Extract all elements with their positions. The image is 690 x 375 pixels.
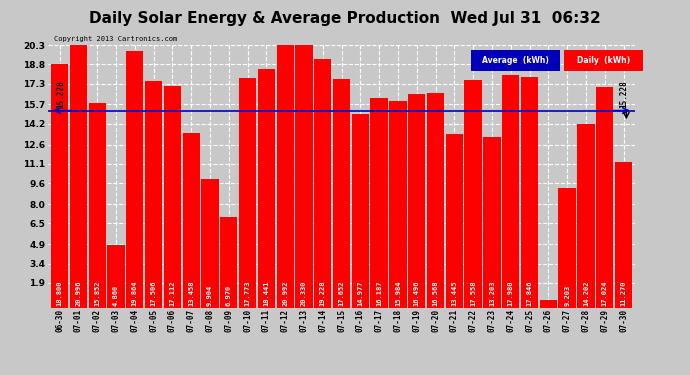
Text: 17.112: 17.112	[169, 280, 175, 306]
Text: 17.558: 17.558	[470, 280, 476, 306]
Text: 13.458: 13.458	[188, 280, 194, 306]
Text: Daily  (kWh): Daily (kWh)	[577, 56, 630, 65]
Text: 15.228: 15.228	[56, 80, 65, 108]
Bar	[201, 179, 219, 308]
Text: 19.228: 19.228	[319, 280, 326, 306]
Bar	[578, 124, 595, 308]
Text: 13.445: 13.445	[451, 280, 457, 306]
Text: 15.228: 15.228	[619, 80, 628, 108]
Bar	[371, 98, 388, 308]
Bar	[615, 162, 632, 308]
Bar	[314, 59, 331, 308]
Text: 14.202: 14.202	[583, 280, 589, 306]
Bar	[145, 81, 162, 308]
Bar	[88, 102, 106, 308]
Text: 17.980: 17.980	[508, 280, 514, 306]
Bar	[220, 217, 237, 308]
Text: 13.203: 13.203	[489, 280, 495, 306]
Bar	[389, 101, 406, 308]
Bar	[352, 114, 369, 308]
Bar	[558, 189, 575, 308]
Text: 18.800: 18.800	[57, 280, 63, 306]
Text: 20.330: 20.330	[301, 280, 307, 306]
Bar	[70, 36, 87, 308]
Text: 4.860: 4.860	[113, 284, 119, 306]
Bar	[333, 79, 351, 308]
Text: 20.992: 20.992	[282, 280, 288, 306]
Bar	[427, 93, 444, 308]
Bar	[540, 300, 557, 307]
Bar	[502, 75, 520, 307]
Bar	[464, 81, 482, 308]
Text: 9.203: 9.203	[564, 284, 570, 306]
Text: 20.996: 20.996	[75, 280, 81, 306]
Bar	[446, 134, 463, 308]
Bar	[183, 134, 200, 308]
Text: 15.984: 15.984	[395, 280, 401, 306]
Text: 16.496: 16.496	[414, 280, 420, 306]
Bar	[108, 244, 125, 308]
Text: 17.773: 17.773	[244, 280, 250, 306]
Bar	[239, 78, 256, 308]
Bar	[408, 94, 426, 308]
Text: Daily Solar Energy & Average Production  Wed Jul 31  06:32: Daily Solar Energy & Average Production …	[89, 11, 601, 26]
Text: 19.864: 19.864	[132, 280, 138, 306]
Bar	[295, 45, 313, 308]
Bar	[483, 137, 500, 308]
Text: Average  (kWh): Average (kWh)	[482, 56, 549, 65]
Text: 9.904: 9.904	[207, 284, 213, 306]
Text: 16.568: 16.568	[433, 280, 439, 306]
Text: 17.846: 17.846	[526, 280, 533, 306]
Text: 17.506: 17.506	[150, 280, 157, 306]
Bar	[51, 64, 68, 308]
Bar	[164, 86, 181, 308]
Text: 15.852: 15.852	[94, 280, 100, 306]
Text: 17.024: 17.024	[602, 280, 608, 306]
Text: 11.270: 11.270	[620, 280, 627, 306]
Bar	[257, 69, 275, 308]
Text: 14.977: 14.977	[357, 280, 364, 306]
Text: 17.652: 17.652	[339, 280, 344, 306]
Text: Copyright 2013 Cartronics.com: Copyright 2013 Cartronics.com	[55, 36, 177, 42]
Bar	[596, 87, 613, 308]
Bar	[277, 36, 294, 308]
Bar	[126, 51, 144, 308]
Text: 16.187: 16.187	[376, 280, 382, 306]
Text: 6.970: 6.970	[226, 284, 232, 306]
Text: 18.441: 18.441	[264, 280, 269, 306]
Bar	[521, 77, 538, 308]
